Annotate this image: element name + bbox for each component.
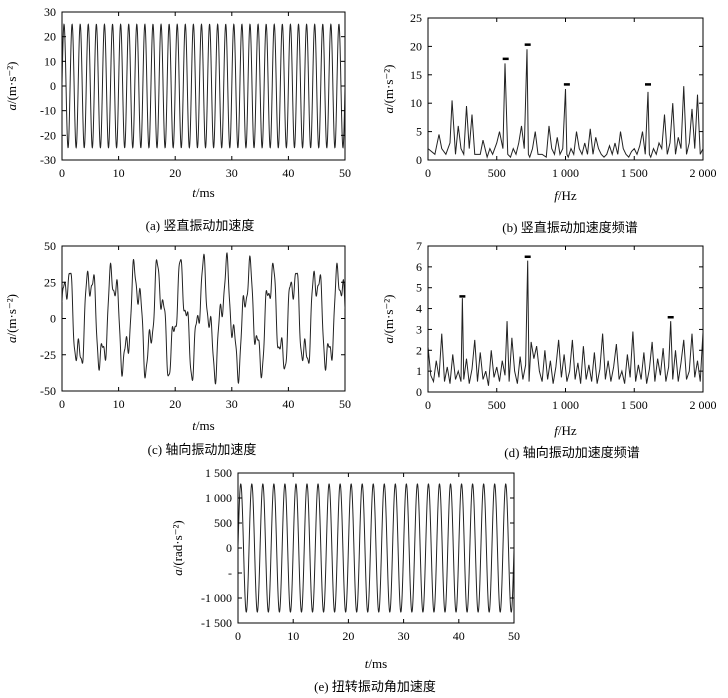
y-tick-label-a-5: -20 — [40, 128, 56, 142]
y-tick-label-e-5: -1 000 — [201, 591, 232, 605]
y-tick-label-a-1: 20 — [44, 30, 56, 44]
panel-a-vertical-acceleration: 0 10 20 30 40 50 30 20 10 0 -10 -20 -30 t/ms a/(m·s⁻²) — [4, 5, 351, 200]
x-axis-label-c: t/ms — [192, 418, 214, 433]
x-axis-label-d: f/Hz — [554, 423, 577, 438]
x-tick-label-e-3: 30 — [398, 629, 410, 643]
caption-a: (a) 竖直振动加速度 — [146, 218, 255, 233]
x-tick-label-d-4: 2 000 — [690, 398, 717, 412]
caption-e: (e) 扭转振动角加速度 — [314, 679, 436, 694]
x-tick-label-b-3: 1 500 — [621, 166, 648, 180]
y-tick-label-e-0: 1 500 — [205, 466, 232, 480]
x-tick-label-e-4: 40 — [453, 629, 465, 643]
y-tick-label-c-1: 25 — [44, 275, 56, 289]
y-axis-label-c: a/(m·s⁻²) — [4, 294, 19, 343]
x-tick-label-d-1: 500 — [488, 398, 506, 412]
y-tick-label-d-6: 1 — [416, 364, 422, 378]
x-tick-label-c-0: 0 — [59, 397, 65, 411]
peak-marker-b-1 — [524, 43, 531, 46]
series-line-c — [62, 252, 345, 385]
caption-c: (c) 轴向振动加速度 — [148, 442, 257, 457]
peak-marker-d-2 — [667, 316, 674, 319]
x-tick-label-c-2: 20 — [169, 397, 181, 411]
peak-marker-b-0 — [502, 57, 509, 61]
x-tick-label-d-3: 1 500 — [621, 398, 648, 412]
x-tick-label-e-5: 50 — [508, 629, 520, 643]
x-tick-label-c-1: 10 — [113, 397, 125, 411]
x-tick-label-b-2: 1 000 — [552, 166, 579, 180]
x-tick-label-a-0: 0 — [59, 166, 65, 180]
peak-marker-d-1 — [524, 255, 531, 259]
y-tick-label-a-6: -30 — [40, 153, 56, 167]
y-tick-label-e-6: -1 500 — [201, 616, 232, 630]
y-tick-label-d-1: 6 — [416, 260, 422, 274]
x-tick-label-a-2: 20 — [169, 166, 181, 180]
x-axis-label-b: f/Hz — [554, 188, 577, 203]
y-tick-label-d-7: 0 — [416, 385, 422, 399]
series-line-d — [428, 260, 703, 386]
x-tick-label-c-4: 40 — [282, 397, 294, 411]
panel-b-vertical-acceleration-spectrum: 0 500 1 000 1 500 2 000 25 20 15 10 5 0 f/Hz a/(m·s⁻… — [381, 11, 717, 203]
y-tick-label-e-3: 0 — [226, 541, 232, 555]
plot-frame-c — [61, 245, 346, 392]
y-axis-label-b: a/(m·s⁻²) — [381, 64, 396, 113]
y-tick-label-c-0: 50 — [44, 239, 56, 253]
y-tick-label-c-2: 0 — [50, 312, 56, 326]
y-tick-label-d-3: 4 — [416, 302, 422, 316]
x-tick-label-b-0: 0 — [425, 166, 431, 180]
x-tick-label-b-4: 2 000 — [690, 166, 717, 180]
y-axis-label-e: a/(rad·s⁻²) — [170, 520, 185, 576]
x-tick-label-e-0: 0 — [235, 629, 241, 643]
x-tick-label-e-2: 20 — [342, 629, 354, 643]
y-tick-label-d-0: 7 — [416, 239, 422, 253]
x-tick-label-a-3: 30 — [226, 166, 238, 180]
series-line-a — [62, 23, 345, 149]
y-tick-label-c-3: -25 — [40, 348, 56, 362]
y-tick-label-b-2: 15 — [410, 68, 422, 82]
peak-marker-b-2 — [563, 83, 570, 86]
y-axis-label-a: a/(m·s⁻²) — [4, 61, 19, 110]
caption-b: (b) 竖直振动加速度频谱 — [502, 220, 637, 235]
x-tick-label-a-5: 50 — [339, 166, 351, 180]
y-tick-label-a-3: 0 — [50, 79, 56, 93]
y-axis-label-d: a/(m·s⁻²) — [381, 294, 396, 343]
x-tick-label-b-1: 500 — [488, 166, 506, 180]
x-tick-label-a-4: 40 — [282, 166, 294, 180]
x-tick-label-d-0: 0 — [425, 398, 431, 412]
x-axis-label-e: t/ms — [365, 656, 387, 671]
peak-marker-b-3 — [645, 83, 651, 86]
y-tick-label-a-4: -10 — [40, 104, 56, 118]
y-tick-label-c-4: -50 — [40, 384, 56, 398]
x-axis-label-a: t/ms — [192, 185, 214, 200]
panel-c-axial-acceleration: 0 10 20 30 40 50 50 25 0 -25 -50 t/ms a/(m·s⁻²) — [4, 239, 351, 433]
caption-d: (d) 轴向振动加速度频谱 — [504, 445, 639, 460]
panel-e-torsional-angular-acceleration: 0 10 20 30 40 50 1 500 1 000 500 0 - -1 000 -1 500 t/… — [170, 466, 520, 671]
x-tick-label-a-1: 10 — [113, 166, 125, 180]
y-tick-label-e-2: 500 — [214, 516, 232, 530]
panel-d-axial-acceleration-spectrum: 0 500 1 000 1 500 2 000 7 6 5 4 3 2 1 0 f/Hz a/(m·s⁻²) — [381, 239, 717, 438]
y-tick-label-b-0: 25 — [410, 11, 422, 25]
y-tick-label-b-1: 20 — [410, 39, 422, 53]
y-tick-label-d-2: 5 — [416, 281, 422, 295]
y-tick-label-a-0: 30 — [44, 5, 56, 19]
x-tick-label-c-3: 30 — [226, 397, 238, 411]
y-tick-label-b-4: 5 — [416, 125, 422, 139]
y-tick-label-d-5: 2 — [416, 343, 422, 357]
y-tick-label-d-4: 3 — [416, 322, 422, 336]
x-tick-label-c-5: 50 — [339, 397, 351, 411]
y-tick-label-a-2: 10 — [44, 54, 56, 68]
series-line-e — [238, 483, 514, 613]
y-tick-label-b-5: 0 — [416, 153, 422, 167]
y-tick-label-e-4: - — [228, 566, 232, 580]
peak-marker-d-0 — [459, 295, 466, 298]
series-line-b — [428, 49, 703, 160]
y-tick-label-b-3: 10 — [410, 96, 422, 110]
x-tick-label-e-1: 10 — [287, 629, 299, 643]
x-tick-label-d-2: 1 000 — [552, 398, 579, 412]
y-tick-label-e-1: 1 000 — [205, 491, 232, 505]
